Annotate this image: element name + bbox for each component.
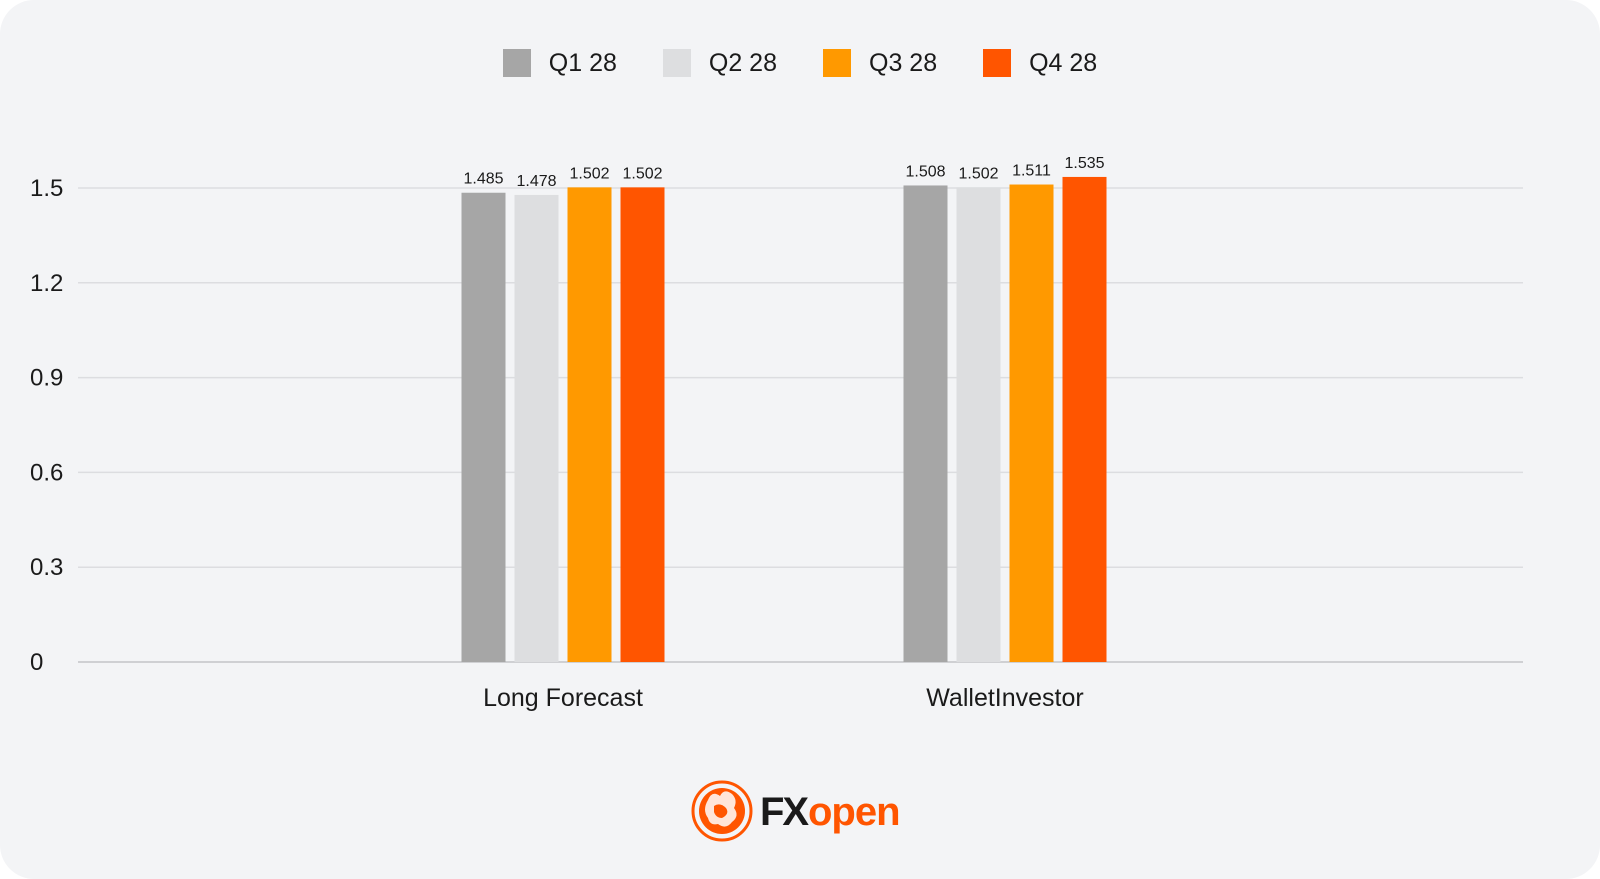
bar: [461, 192, 506, 663]
y-tick-label: 1.2: [30, 270, 63, 297]
data-label: 1.502: [622, 165, 662, 182]
legend-swatch: [502, 49, 531, 77]
x-category-label: Long Forecast: [483, 684, 643, 712]
legend-item: Q3 28: [823, 49, 937, 78]
legend-label: Q2 28: [708, 48, 777, 77]
data-label: 1.478: [516, 173, 556, 190]
data-label: 1.485: [463, 171, 503, 188]
bar: [620, 187, 665, 663]
bar: [514, 194, 559, 662]
data-label: 1.535: [1064, 155, 1104, 172]
data-label: 1.502: [569, 165, 609, 182]
legend-swatch: [823, 49, 851, 77]
legend-item: Q4 28: [983, 49, 1097, 78]
data-label: 1.502: [958, 165, 998, 182]
legend-label: Q1 28: [548, 48, 617, 77]
x-axis-categories: Long Forecast WalletInvestor: [483, 684, 1084, 712]
bar: [1062, 176, 1107, 662]
bar: [1009, 184, 1054, 663]
legend-swatch: [983, 49, 1012, 77]
data-labels: 1.485 1.478 1.502 1.502 1.508 1.502 1.511 1.535: [463, 155, 1104, 190]
x-category-label: WalletInvestor: [926, 684, 1083, 712]
legend-swatch: [662, 49, 691, 77]
logo-text-open: open: [808, 790, 900, 834]
logo-text-fx: FX: [760, 790, 809, 834]
y-tick-label: 0.3: [30, 554, 63, 581]
chart-legend: Q1 28 Q2 28 Q3 28 Q4 28: [0, 46, 1600, 80]
data-label: 1.511: [1012, 163, 1051, 180]
data-label: 1.508: [905, 163, 945, 180]
y-tick-label: 0.6: [30, 459, 63, 486]
y-axis-ticks: 0 0.3 0.6 0.9 1.2 1.5: [30, 175, 63, 676]
bar: [567, 187, 612, 663]
legend-item: Q2 28: [662, 48, 777, 78]
y-tick-label: 0.9: [30, 365, 63, 392]
bar: [956, 187, 1001, 663]
legend-label: Q3 28: [869, 48, 938, 77]
legend-label: Q4 28: [1029, 48, 1098, 77]
fxopen-logo: FX open: [690, 778, 910, 844]
gridlines: [78, 187, 1523, 663]
bar: [903, 185, 948, 663]
bull-bear-logo-icon: FX open: [691, 780, 901, 842]
legend-item: Q1 28: [502, 48, 617, 78]
y-tick-label: 1.5: [30, 175, 63, 202]
y-tick-label: 0: [30, 649, 43, 676]
bars: [461, 176, 1107, 663]
